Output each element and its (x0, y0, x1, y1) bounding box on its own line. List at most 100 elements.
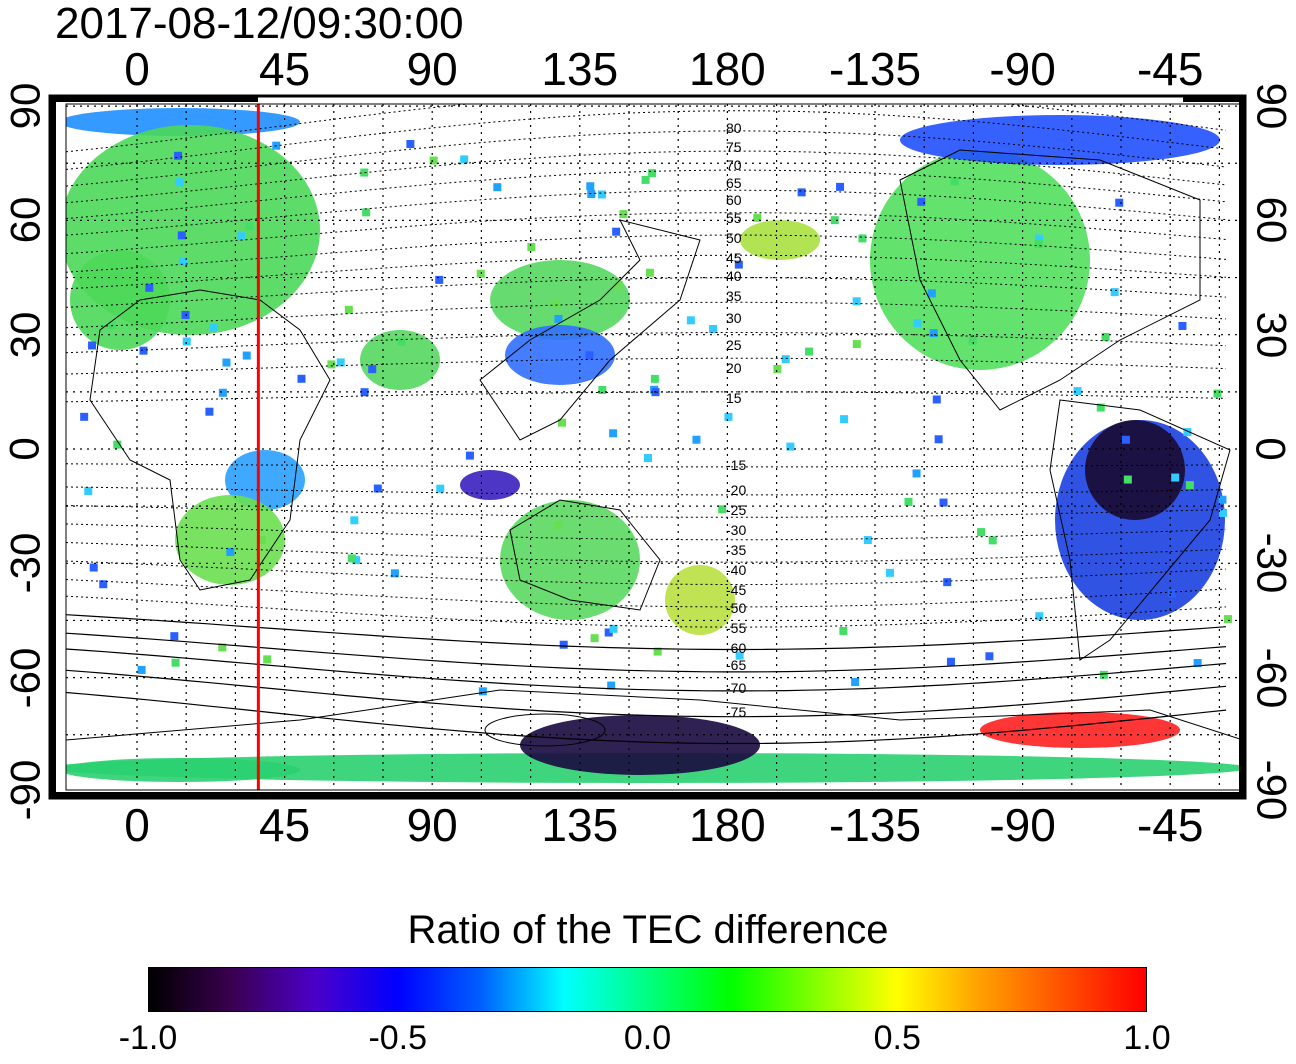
tick-left-label: -90 (0, 740, 50, 840)
tec-pixel (597, 190, 606, 199)
contour-label: -65 (726, 657, 747, 673)
tec-pixel (932, 395, 941, 404)
tec-pixel (836, 182, 845, 191)
colorbar-tick-label: -0.5 (368, 1019, 428, 1057)
tec-region-australia (500, 500, 640, 620)
tick-right-text: 90 (1248, 82, 1295, 130)
tec-pixel (397, 337, 406, 346)
tec-region-canada-arctic (900, 115, 1220, 165)
tec-pixel (113, 440, 122, 449)
tec-pixel (1224, 615, 1233, 624)
colorbar (148, 967, 1147, 1012)
tec-pixel (1073, 387, 1082, 396)
contour-label: 35 (726, 288, 742, 304)
tick-left-text: 30 (1, 311, 48, 359)
tec-region-antarctica-east (520, 715, 760, 775)
tec-pixel (709, 325, 718, 334)
tec-pixel (460, 155, 469, 164)
contour-label: 70 (726, 157, 742, 173)
tick-left-text: -30 (1, 532, 49, 594)
mlat-contour (66, 254, 1227, 290)
tec-pixel (552, 299, 561, 308)
frame-bar-left (50, 96, 56, 798)
tec-pixel (205, 407, 214, 416)
tec-pixel (368, 365, 377, 374)
tec-pixel (84, 486, 93, 495)
tick-top-label: 45 (259, 43, 311, 95)
tick-left-text: 90 (1, 82, 48, 130)
tec-pixel (226, 547, 235, 556)
tick-left-text: -60 (1, 647, 49, 708)
colorbar-tick-label: 0.5 (873, 1019, 921, 1057)
contour-label: -45 (726, 582, 747, 598)
mlat-contour (66, 357, 1227, 375)
tec-pixel (609, 624, 618, 633)
tick-right-label: 90 (1246, 56, 1296, 156)
mlat-contour (66, 212, 1227, 255)
contour-label: -25 (726, 502, 747, 518)
tec-pixel (587, 190, 596, 199)
tec-pixel (145, 283, 154, 292)
tick-bottom-label: -135 (828, 799, 922, 851)
tec-pixel (797, 188, 806, 197)
tick-top-label: 180 (689, 43, 766, 95)
tec-pixel (1110, 288, 1119, 297)
tec-pixel (139, 346, 148, 355)
tec-pixel (604, 628, 613, 637)
contour-label: -30 (726, 522, 747, 538)
tick-left-label: 30 (0, 285, 50, 385)
tec-pixel (1167, 589, 1176, 598)
tec-pixel (297, 374, 306, 383)
contour-label: 40 (726, 268, 742, 284)
tec-pixel (80, 412, 89, 421)
mlat-contour (66, 542, 1227, 563)
tec-pixel (590, 634, 599, 643)
tick-left-label: -30 (0, 513, 50, 613)
tec-pixel (245, 222, 254, 231)
tec-pixel (107, 321, 116, 330)
tec-pixel (805, 347, 814, 356)
mlat-contour (66, 463, 1227, 468)
mlat-contour (66, 595, 1227, 628)
contour-label: 30 (726, 310, 742, 326)
tec-pixel (753, 213, 762, 222)
tec-pixel (612, 227, 621, 236)
contour-label: -50 (726, 600, 747, 616)
tec-pixel (465, 451, 474, 460)
tec-pixel (585, 351, 594, 360)
tec-pixel (977, 528, 986, 537)
tick-bottom-label: 90 (406, 799, 458, 851)
tick-right-text: -30 (1248, 532, 1296, 594)
tick-left-label: 0 (0, 399, 50, 499)
contour-label: -20 (726, 482, 747, 498)
tick-right-label: -30 (1246, 513, 1296, 613)
colorbar-tick-label: 0.0 (623, 1019, 672, 1057)
tec-pixel (360, 168, 369, 177)
tec-pixel (362, 208, 371, 217)
tec-pixel (858, 234, 867, 243)
frame-bar-right (1239, 96, 1245, 798)
tec-pixel (222, 358, 231, 367)
tick-right-text: -90 (1248, 759, 1296, 821)
tec-pixel (527, 242, 536, 251)
tec-data-layer (66, 108, 1243, 783)
tec-pixel (559, 640, 568, 649)
mlat-contour (66, 560, 1227, 585)
frame-bar-top-left (50, 96, 258, 102)
tec-pixel (218, 643, 227, 652)
tec-pixel (181, 310, 190, 319)
tick-top-label: -45 (1136, 43, 1204, 95)
tec-pixel (1035, 612, 1044, 621)
contour-label: -55 (726, 620, 747, 636)
tec-pixel (904, 497, 913, 506)
tec-pixel (939, 498, 948, 507)
timestamp: 2017-08-12/09:30:00 (55, 0, 464, 48)
tec-pixel (645, 268, 654, 277)
tick-bottom-label: 45 (259, 799, 311, 851)
mlat-contour (66, 104, 1227, 153)
tec-pixel (175, 178, 184, 187)
tec-pixel (89, 563, 98, 572)
mlat-contour (66, 301, 1227, 329)
tec-pixel (347, 554, 356, 563)
